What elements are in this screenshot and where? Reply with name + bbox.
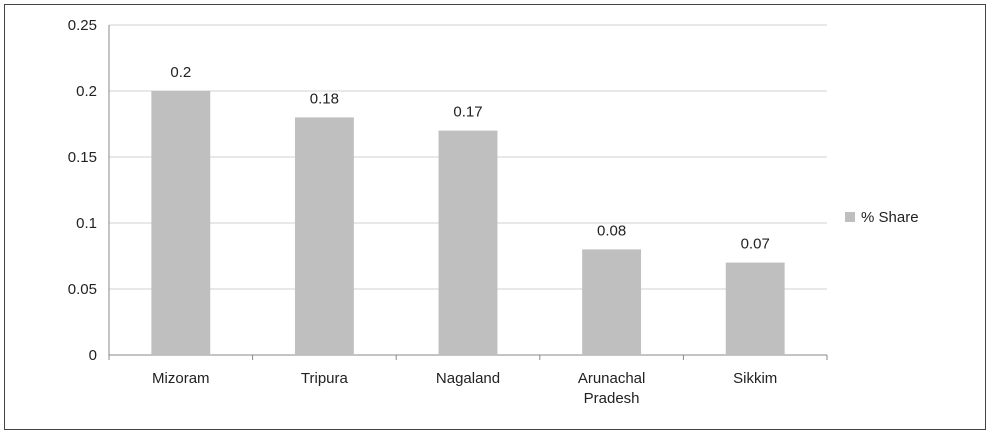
y-tick-label: 0.25	[68, 17, 97, 34]
bar-1	[294, 117, 354, 356]
y-tick-label: 0.1	[76, 215, 97, 232]
bar-4	[725, 262, 785, 355]
bar-3	[582, 249, 642, 355]
x-tick-label: Mizoram	[152, 370, 210, 387]
y-tick-label: 0.2	[76, 83, 97, 100]
y-tick-label: 0.15	[68, 149, 97, 166]
x-tick-label: Pradesh	[584, 390, 640, 407]
bar-2	[438, 130, 498, 355]
data-label: 0.17	[453, 104, 482, 121]
legend-label: % Share	[861, 209, 919, 226]
data-label: 0.07	[741, 236, 770, 253]
bar-chart: 0 0.05 0.1 0.15 0.2 0.25 0.2 Mizoram 0.18 Tripura…	[68, 17, 919, 407]
x-tick-label: Nagaland	[436, 370, 500, 387]
bar-0	[151, 91, 211, 355]
legend-swatch	[845, 212, 855, 222]
x-tick-label: Arunachal	[578, 370, 646, 387]
x-tick-label: Tripura	[301, 370, 349, 387]
y-tick-label: 0.05	[68, 281, 97, 298]
x-tick-label: Sikkim	[733, 370, 777, 387]
data-label: 0.18	[310, 90, 339, 107]
y-tick-label: 0	[89, 347, 97, 364]
chart-frame: 0 0.05 0.1 0.15 0.2 0.25 0.2 Mizoram 0.18 Tripura…	[4, 4, 986, 430]
data-label: 0.2	[170, 64, 191, 81]
data-label: 0.08	[597, 222, 626, 239]
